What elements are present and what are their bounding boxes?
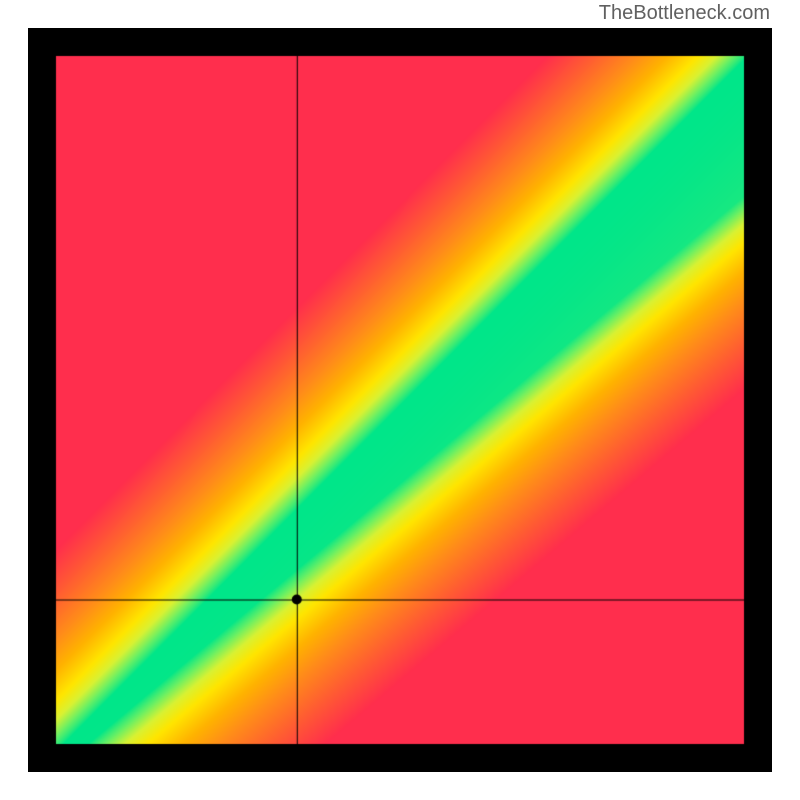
attribution-text: TheBottleneck.com xyxy=(599,2,770,25)
bottleneck-heatmap xyxy=(28,28,772,772)
